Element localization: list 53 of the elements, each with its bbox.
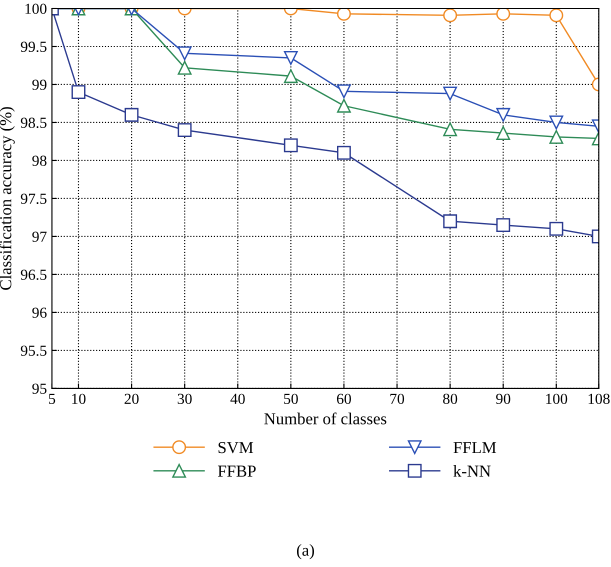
point [178, 60, 192, 75]
legend-label: k-NN [453, 465, 491, 477]
point [284, 69, 298, 84]
y-tick-label: 96.5 [20, 270, 46, 280]
point [443, 214, 458, 228]
x-axis-title: Number of classes [264, 412, 386, 424]
x-tick-label: 108 [588, 394, 610, 404]
x-tick-label: 90 [496, 394, 510, 404]
point [496, 108, 510, 122]
x-tick-label: 10 [72, 394, 86, 404]
point [496, 126, 510, 140]
legend-label: FFLM [454, 442, 496, 454]
y-tick-label: 97 [32, 232, 47, 242]
point [336, 98, 351, 113]
point [178, 46, 192, 60]
x-tick-label: 80 [443, 394, 458, 404]
point [336, 84, 351, 98]
y-tick-label: 95.5 [20, 346, 46, 356]
x-tick-label: 100 [546, 394, 568, 404]
y-tick-label: 99 [32, 80, 46, 90]
point [336, 146, 351, 160]
y-tick-label: 97.5 [20, 194, 46, 204]
point [443, 86, 458, 101]
y-tick-label: 96 [32, 308, 47, 318]
x-tick-label: 20 [124, 394, 139, 404]
y-tick-label: 95 [32, 384, 46, 394]
point [549, 8, 564, 22]
x-tick-label: 30 [178, 394, 192, 404]
point [336, 8, 351, 21]
y-tick-label: 100 [26, 4, 46, 14]
x-tick-label: 40 [230, 394, 245, 404]
point [124, 108, 139, 122]
x-tick-label: 60 [336, 394, 351, 404]
x-tick-label: 5 [49, 394, 56, 404]
y-tick-label: 98 [32, 156, 46, 166]
point [549, 130, 564, 144]
point [178, 123, 192, 138]
y-tick-label: 99.5 [20, 42, 46, 52]
legend-label: SVM [218, 442, 254, 454]
point [496, 218, 510, 232]
x-tick-label: 50 [284, 394, 298, 404]
y-tick-label: 98.5 [20, 118, 46, 128]
text: (a) [296, 544, 314, 560]
point [443, 122, 458, 136]
point [549, 222, 564, 236]
point [284, 138, 298, 152]
point [72, 85, 86, 100]
x-tick-label: 70 [390, 394, 404, 404]
point [496, 8, 510, 21]
point [549, 116, 564, 130]
point [284, 50, 298, 65]
point [443, 8, 458, 22]
legend-label: FFBP [218, 466, 256, 477]
